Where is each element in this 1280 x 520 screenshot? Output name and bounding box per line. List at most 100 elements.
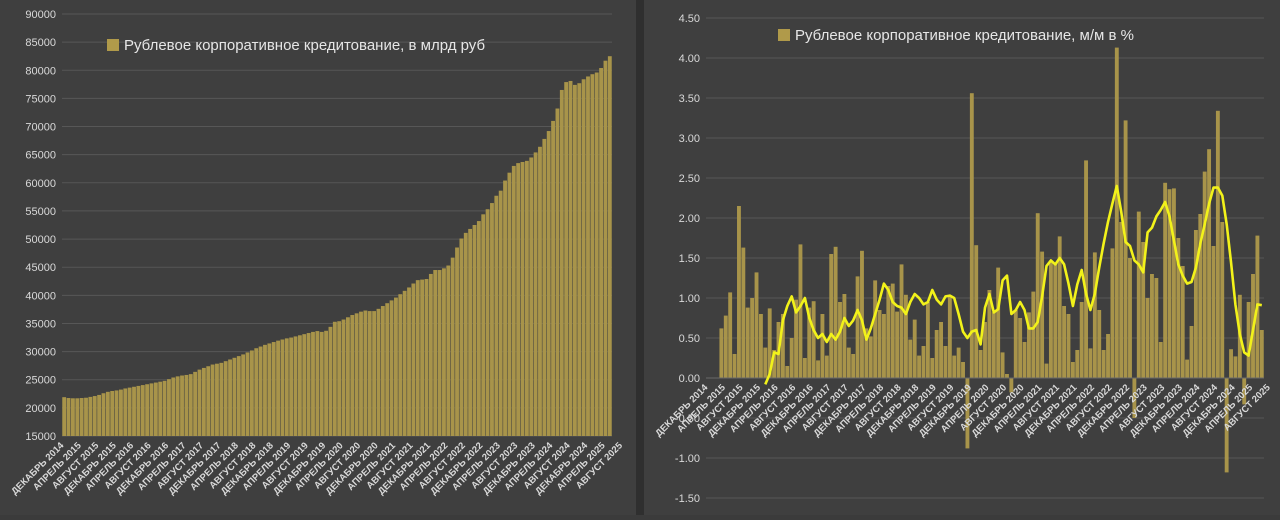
data-bar [1246,302,1251,378]
data-bar [1242,378,1247,405]
data-bar [559,89,564,437]
data-bar [167,379,171,436]
data-bar [1202,171,1207,378]
data-bar [468,228,473,436]
data-bar [293,336,298,436]
data-bar [974,245,979,378]
data-bar [228,359,232,436]
data-bar [276,340,280,436]
y-tick-label: -1.50 [675,493,700,505]
data-bar [603,60,608,437]
data-bar [1070,362,1075,378]
data-bar [868,336,873,378]
y-tick-label: 2.50 [679,173,700,185]
data-bar [789,338,794,378]
data-bar [193,371,198,436]
data-bar [354,313,359,436]
data-bar [1259,330,1264,378]
data-bar [162,380,167,436]
data-bar [1158,342,1163,378]
data-bar [886,286,891,378]
y-tick-label: 30000 [25,347,56,359]
data-bar [345,317,350,436]
data-bar [1220,222,1225,378]
data-bar [210,364,215,436]
data-bar [723,315,728,378]
data-bar [175,376,180,436]
data-bar [97,394,102,436]
data-bar [1040,251,1045,378]
data-bar [428,273,433,436]
data-bar [794,299,799,378]
data-bar [745,307,750,378]
data-bar [1136,211,1141,378]
data-bar [328,326,333,436]
data-bar [833,246,838,378]
panel-divider [636,0,644,515]
data-bar [271,342,276,436]
data-bar [363,310,368,436]
data-bar [802,358,807,378]
data-bar [798,244,803,378]
data-bar [934,330,939,378]
data-bar [472,225,477,436]
data-bar [332,321,337,436]
data-bar [153,382,158,436]
data-bar [415,280,420,436]
data-bar [1176,238,1181,378]
data-bar [223,361,228,436]
chart-loan-volume: 15000 20000 25000 30000 35000 40000 45000 50000… [9,9,625,497]
data-bar [1154,278,1159,378]
data-bar [577,83,582,436]
data-bar [842,294,847,378]
data-bar [969,93,974,378]
data-bar [394,297,398,436]
data-bar [446,265,451,436]
data-bar [524,160,529,436]
data-bar [123,388,128,436]
data-bar [494,195,499,436]
y-tick-label: 70000 [25,122,56,134]
data-bar [921,346,926,378]
data-bar [206,366,211,436]
data-bar [1044,363,1049,378]
y-tick-label: 4.00 [679,53,700,65]
data-bar [956,347,961,378]
data-bar [851,354,856,378]
data-bar [398,294,403,436]
data-bar [136,385,141,436]
data-bar [1150,274,1154,378]
data-bar [943,346,948,378]
data-bar [101,393,106,436]
data-bar [319,331,324,436]
data-bar [568,80,573,436]
data-bar [996,267,1001,378]
data-bar [864,328,869,378]
data-bar [829,254,834,378]
data-bar [1013,310,1018,378]
data-bar [490,203,494,436]
y-tick-label: 1.00 [679,293,700,305]
data-bar [1119,222,1124,378]
data-bar [846,347,851,378]
data-bar [1193,230,1198,378]
data-bar [350,315,355,436]
data-bar [1145,298,1150,378]
data-bar [1167,189,1172,378]
data-bar [232,357,237,436]
y-tick-label: 35000 [25,318,56,330]
y-tick-label: 1.50 [679,253,700,265]
data-bar [1084,160,1088,378]
data-bar [564,82,569,436]
chart-panel-mom-growth: -1.50 -1.00 -0.50 0.00 0.50 1.00 1.50 2.00 2.50 3… [644,0,1280,515]
data-bar [1141,242,1146,378]
data-bar [407,287,411,436]
data-bar [586,76,590,437]
data-bar [302,334,307,436]
data-bar [1018,318,1023,378]
data-bar [551,120,555,436]
data-bar [62,397,67,436]
y-tick-label: 3.50 [679,93,700,105]
data-bar [947,295,952,378]
data-bar [1092,252,1097,378]
